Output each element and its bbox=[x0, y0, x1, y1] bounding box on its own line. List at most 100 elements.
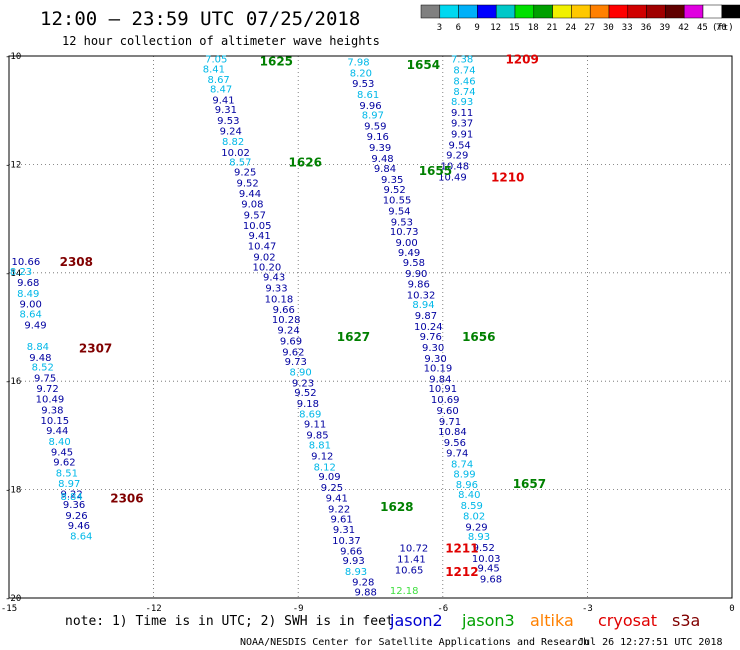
wave-height-label: 9.39 bbox=[369, 143, 391, 154]
legend-item-altika: altika bbox=[530, 611, 574, 630]
wave-height-label: 10.47 bbox=[248, 242, 277, 253]
colorbar-swatch bbox=[495, 4, 516, 19]
y-tick-label: -12 bbox=[5, 160, 21, 170]
timestamp-text: Jul 26 12:27:51 UTC 2018 bbox=[578, 637, 723, 648]
wave-height-label: 9.00 bbox=[20, 300, 42, 311]
wave-height-label: 9.93 bbox=[342, 556, 364, 567]
wave-height-label: 8.67 bbox=[208, 75, 230, 86]
wave-height-label: 9.44 bbox=[46, 426, 68, 437]
wave-height-label: 9.76 bbox=[420, 332, 442, 343]
wave-height-label: 7.05 bbox=[205, 55, 227, 66]
wave-height-label: 9.75 bbox=[34, 373, 56, 384]
wave-height-label: 10.15 bbox=[40, 416, 69, 427]
colorbar-swatch bbox=[721, 4, 740, 19]
wave-height-label: 8.52 bbox=[32, 363, 54, 374]
wave-height-label: 9.35 bbox=[381, 175, 403, 186]
wave-height-label: 9.11 bbox=[451, 108, 473, 119]
wave-height-label: 10.03 bbox=[472, 554, 501, 565]
wave-height-label: 8.20 bbox=[350, 68, 372, 79]
wave-height-label: 9.41 bbox=[326, 494, 348, 505]
wave-height-label: 9.53 bbox=[352, 79, 374, 90]
colorbar-swatch bbox=[608, 4, 629, 19]
pass-label: 1210 bbox=[491, 170, 524, 184]
x-tick-label: -6 bbox=[437, 604, 448, 614]
colorbar-label: 21 bbox=[547, 23, 558, 33]
wave-height-label: 9.85 bbox=[306, 430, 328, 441]
wave-height-label: 9.52 bbox=[473, 543, 495, 554]
x-tick-label: -3 bbox=[582, 604, 593, 614]
wave-height-label: 9.45 bbox=[477, 564, 499, 575]
colorbar-swatch bbox=[477, 4, 497, 19]
y-tick-label: -16 bbox=[5, 377, 21, 387]
legend-item-s3a: s3a bbox=[672, 611, 700, 630]
y-tick-label: -18 bbox=[5, 486, 21, 496]
wave-height-label: 9.58 bbox=[403, 258, 425, 269]
colorbar-swatch bbox=[533, 4, 553, 19]
wave-height-label: 9.26 bbox=[65, 511, 87, 522]
axis-ticks: -15 -12 -9 -6 -3 0 -10 -12 -14 -16 -18 -20 bbox=[1, 52, 735, 614]
wave-height-label: 9.69 bbox=[280, 337, 302, 348]
wave-height-label: 9.30 bbox=[422, 343, 444, 354]
x-tick-label: 0 bbox=[729, 604, 734, 614]
chart-title: 12:00 — 23:59 UTC 07/25/2018 bbox=[40, 8, 360, 30]
wave-height-label: 9.25 bbox=[321, 483, 343, 494]
wave-height-label: 11.41 bbox=[397, 554, 426, 565]
wave-height-label: 9.68 bbox=[480, 574, 502, 585]
wave-height-label: 9.02 bbox=[253, 253, 275, 264]
credit-text: NOAA/NESDIS Center for Satellite Applica… bbox=[240, 637, 589, 648]
wave-height-label: 9.52 bbox=[294, 388, 316, 399]
colorbar-label: 24 bbox=[565, 23, 576, 33]
data-labels: 7.058.418.678.479.419.319.539.248.8210.0… bbox=[10, 55, 502, 599]
wave-height-label: 8.74 bbox=[451, 460, 473, 471]
wave-height-label: 9.29 bbox=[446, 151, 468, 162]
wave-height-label: 8.93 bbox=[468, 532, 490, 543]
wave-height-label: 9.57 bbox=[244, 210, 266, 221]
wave-height-label: 8.46 bbox=[453, 76, 475, 87]
colorbar-label: 6 bbox=[456, 23, 461, 33]
pass-label: 1209 bbox=[505, 53, 538, 67]
wave-height-label: 8.64 bbox=[20, 309, 42, 320]
wave-height-label: 9.54 bbox=[449, 140, 471, 151]
colorbar-swatch bbox=[646, 4, 666, 19]
wave-height-label: 9.71 bbox=[439, 417, 461, 428]
wave-height-label: 10.65 bbox=[395, 565, 424, 576]
wave-height-label: 9.08 bbox=[241, 199, 263, 210]
colorbar-swatch bbox=[683, 4, 704, 19]
wave-height-label: 9.53 bbox=[391, 217, 413, 228]
pass-label: 2308 bbox=[60, 255, 93, 269]
satellite-legend: jason2 jason3 altika cryosat s3a bbox=[389, 611, 700, 630]
wave-height-label: 9.43 bbox=[263, 273, 285, 284]
legend-item-cryosat: cryosat bbox=[598, 611, 657, 630]
y-tick-label: -14 bbox=[5, 269, 21, 279]
legend-item-jason2: jason2 bbox=[389, 611, 443, 630]
pass-label: 1628 bbox=[380, 500, 413, 514]
pass-label: 1654 bbox=[407, 58, 440, 72]
wave-height-label: 9.52 bbox=[236, 178, 258, 189]
wave-height-label: 8.99 bbox=[453, 469, 475, 480]
wave-height-label: 9.87 bbox=[415, 311, 437, 322]
colorbar-label: 45 bbox=[697, 23, 708, 33]
wave-height-label: 9.28 bbox=[352, 578, 374, 589]
wave-height-label: 9.96 bbox=[359, 101, 381, 112]
colorbar-label: 39 bbox=[659, 23, 670, 33]
wave-height-label: 10.18 bbox=[265, 294, 294, 305]
pass-label: 1625 bbox=[260, 54, 293, 68]
wave-height-label: 10.02 bbox=[221, 148, 250, 159]
wave-height-label: 10.20 bbox=[253, 262, 282, 273]
plot-frame bbox=[8, 55, 733, 599]
wave-height-label: 9.54 bbox=[388, 206, 410, 217]
wave-height-label: 9.44 bbox=[239, 189, 261, 200]
wave-height-label: 9.86 bbox=[408, 280, 430, 291]
wave-height-label: 9.59 bbox=[364, 121, 386, 132]
wave-height-label: 9.56 bbox=[444, 438, 466, 449]
wave-height-label: 9.16 bbox=[367, 132, 389, 143]
wave-height-label: 8.94 bbox=[412, 300, 434, 311]
wave-height-label: 10.55 bbox=[383, 196, 412, 207]
colorbar-label: 27 bbox=[584, 23, 595, 33]
wave-height-label: 12.18 bbox=[390, 586, 419, 597]
colorbar-swatch bbox=[627, 4, 647, 19]
pass-label: 1657 bbox=[513, 477, 546, 491]
pass-label: 1626 bbox=[289, 156, 322, 170]
wave-height-label: 8.49 bbox=[17, 289, 39, 300]
